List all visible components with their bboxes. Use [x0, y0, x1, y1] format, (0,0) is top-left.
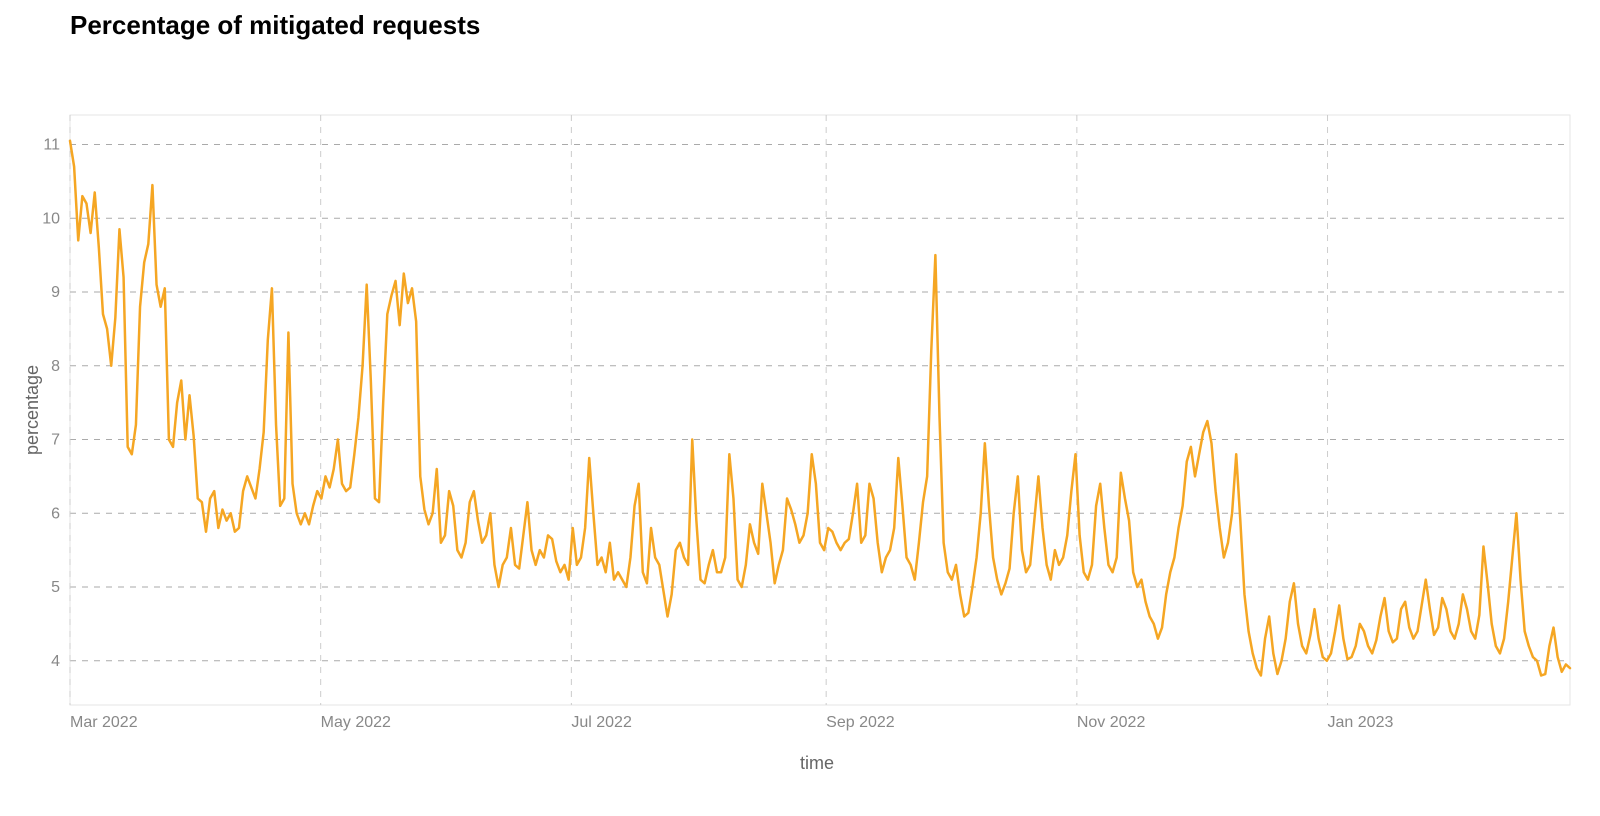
- chart-container: Percentage of mitigated requests percent…: [0, 0, 1600, 816]
- x-tick-label: May 2022: [321, 714, 391, 731]
- y-tick-label: 11: [43, 137, 60, 154]
- y-tick-label: 10: [42, 210, 60, 227]
- x-axis-label: time: [800, 753, 834, 774]
- y-tick-label: 5: [51, 579, 60, 596]
- x-tick-label: Sep 2022: [826, 714, 895, 731]
- x-tick-label: Mar 2022: [70, 714, 138, 731]
- y-tick-label: 9: [51, 284, 60, 301]
- y-tick-label: 4: [51, 653, 60, 670]
- x-tick-label: Jan 2023: [1328, 714, 1394, 731]
- x-tick-label: Jul 2022: [571, 714, 632, 731]
- y-axis-label: percentage: [22, 365, 43, 455]
- y-tick-label: 6: [51, 505, 60, 522]
- y-tick-label: 7: [51, 432, 60, 449]
- chart-title: Percentage of mitigated requests: [70, 10, 480, 41]
- chart-svg: 4 5 6 7 8 9 10 11 Mar 2022 May 2022 Jul 2022 Sep 20…: [0, 0, 1600, 816]
- x-tick-label: Nov 2022: [1077, 714, 1146, 731]
- y-tick-label: 8: [51, 358, 60, 375]
